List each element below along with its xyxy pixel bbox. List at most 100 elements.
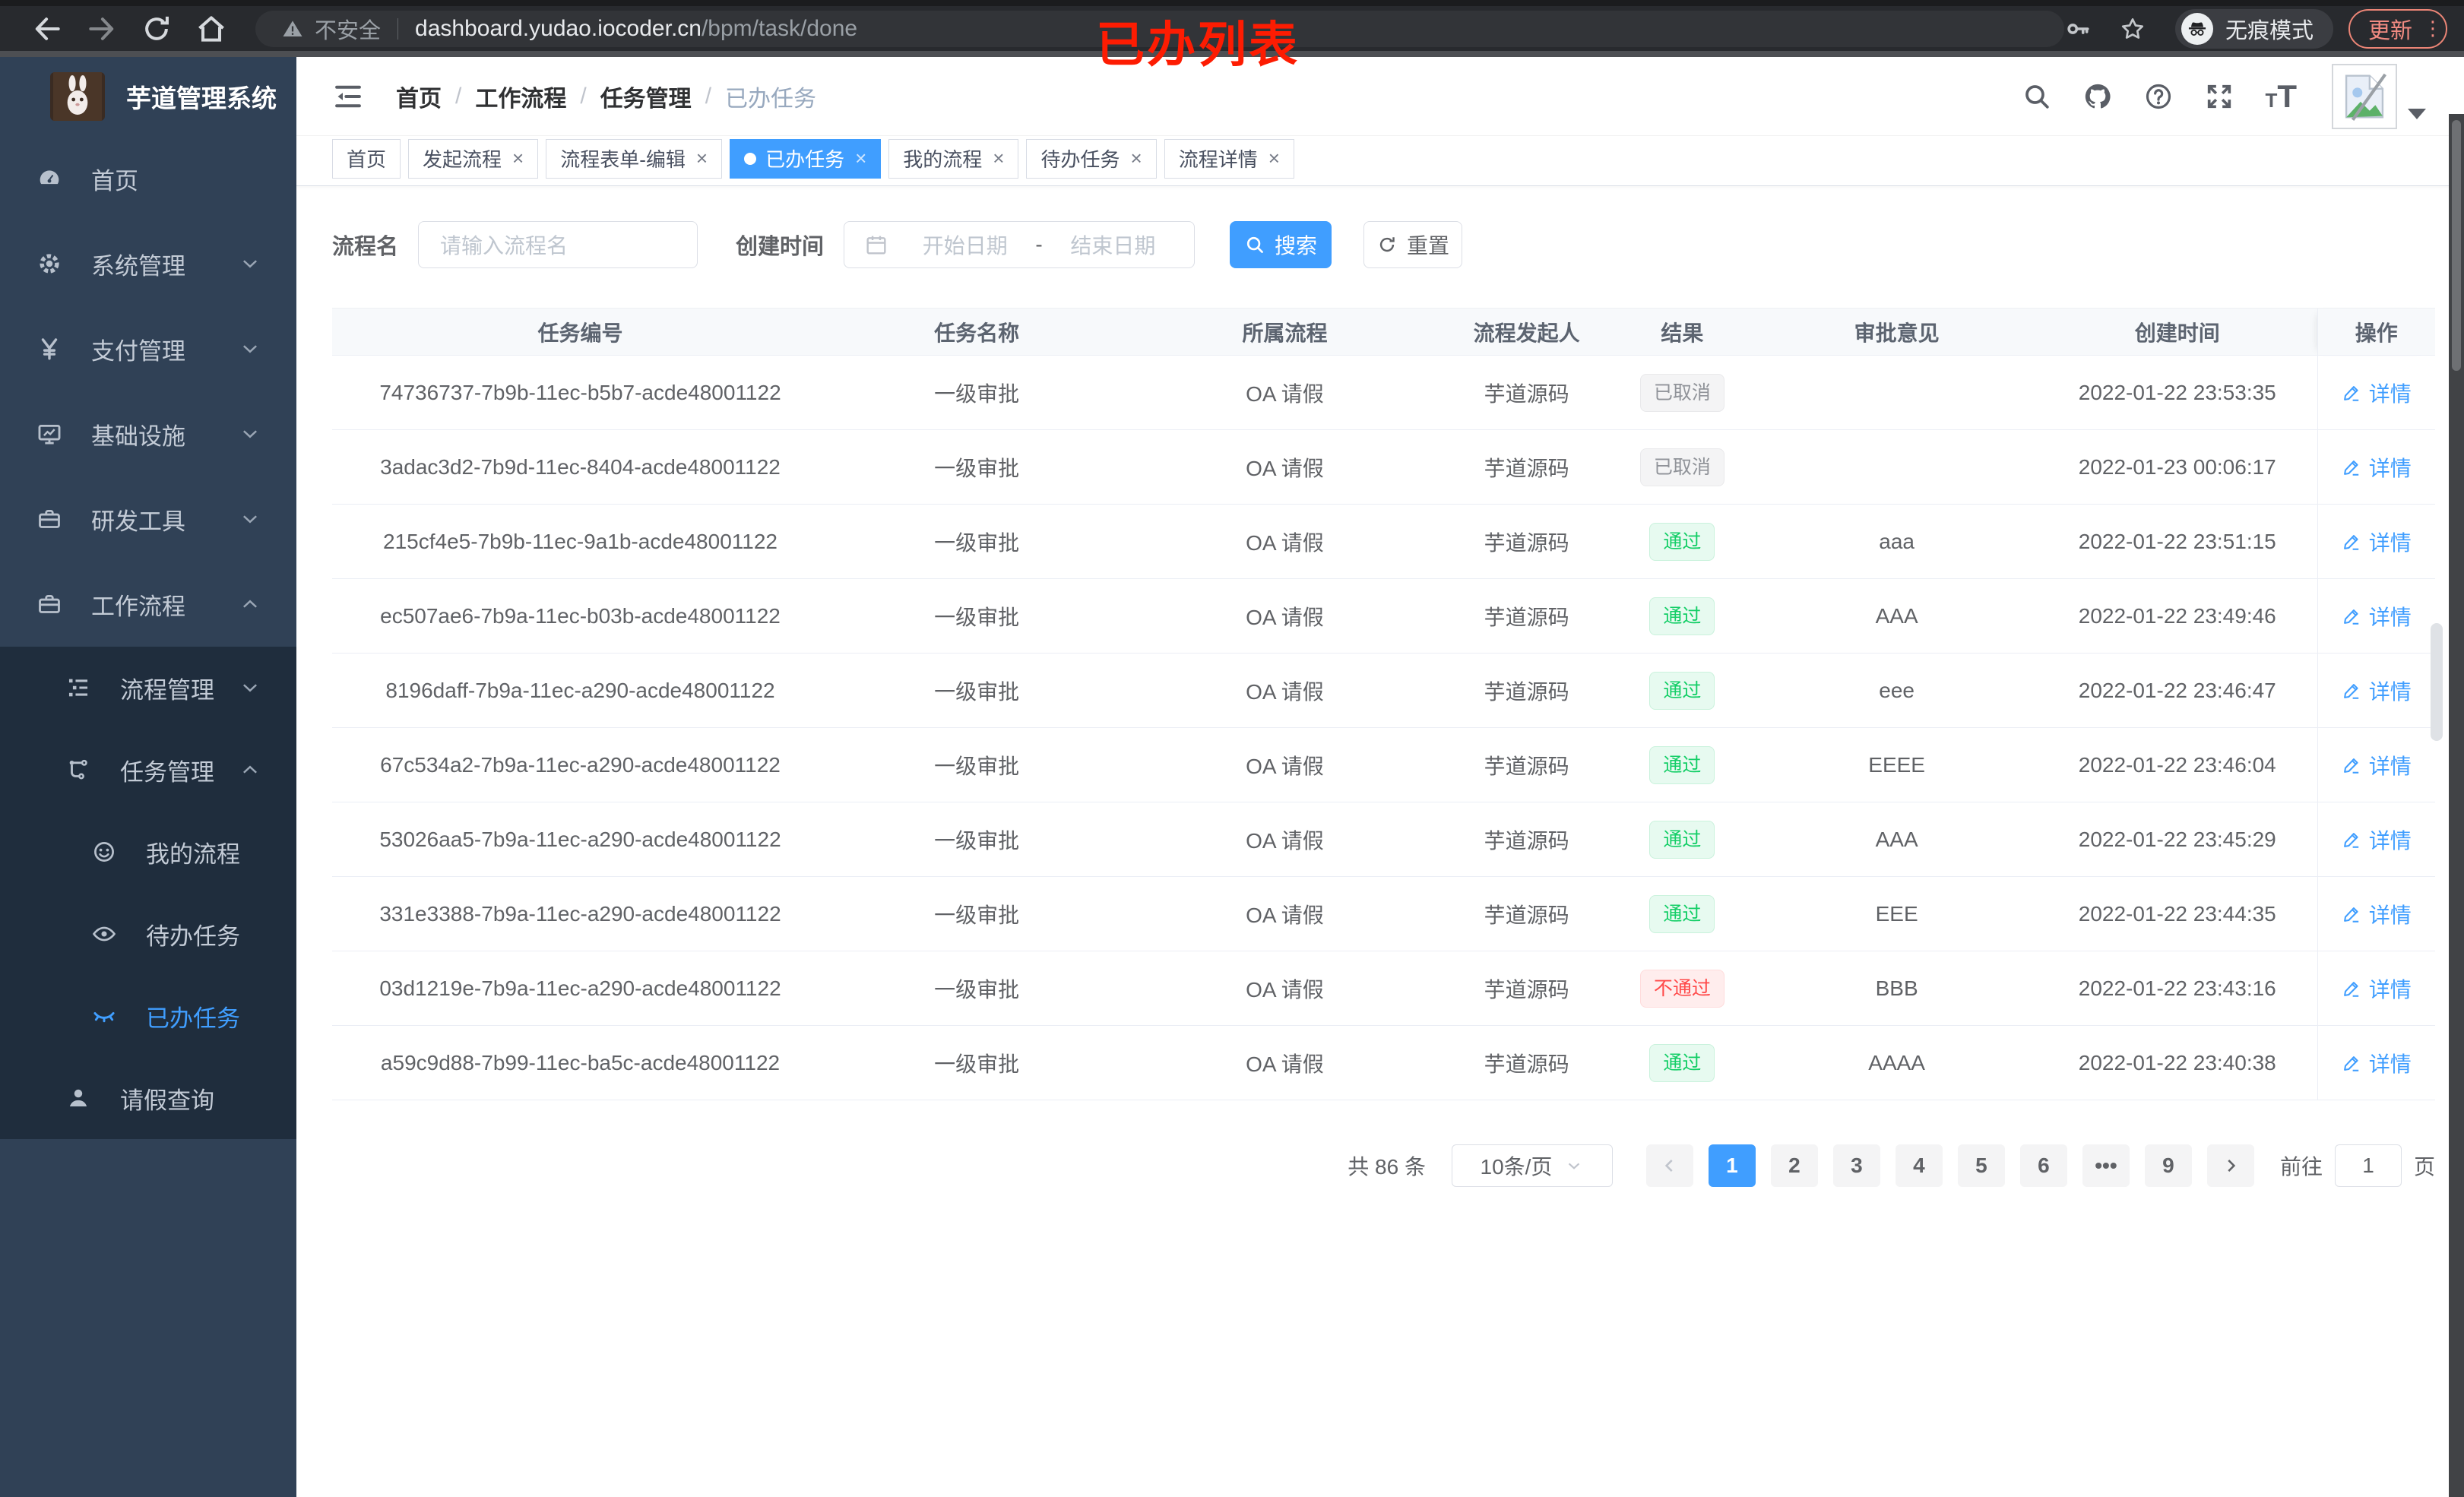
home-icon[interactable] <box>195 12 228 46</box>
help-icon[interactable] <box>2143 81 2174 112</box>
process-cell: OA 请假 <box>1125 876 1445 951</box>
breadcrumb-item[interactable]: 首页 <box>396 86 442 112</box>
result-badge: 通过 <box>1649 671 1715 710</box>
task-name-cell: 一级审批 <box>828 876 1126 951</box>
detail-link[interactable]: 详情 <box>2342 750 2412 780</box>
window-scrollbar[interactable] <box>2449 114 2464 1497</box>
detail-link[interactable]: 详情 <box>2342 378 2412 408</box>
fullscreen-icon[interactable] <box>2204 81 2234 112</box>
page-button-5[interactable]: 5 <box>1957 1144 2005 1187</box>
sidebar-item-workflow[interactable]: 工作流程 <box>0 562 296 647</box>
pagination-total: 共 86 条 <box>1348 1155 1426 1179</box>
detail-link[interactable]: 详情 <box>2342 1048 2412 1078</box>
sidebar-item-done-tasks[interactable]: 已办任务 <box>0 975 296 1057</box>
operation-cell: 详情 <box>2317 653 2435 728</box>
tab-todo-tasks[interactable]: 待办任务 × <box>1026 138 1157 179</box>
close-icon[interactable]: × <box>855 147 867 169</box>
tab-home[interactable]: 首页 <box>332 138 401 179</box>
chevron-down-icon <box>239 337 261 360</box>
process-name-label: 流程名 <box>332 235 399 259</box>
page-button-1[interactable]: 1 <box>1708 1144 1756 1187</box>
incognito-label: 无痕模式 <box>2225 18 2314 43</box>
sidebar-fold-icon[interactable] <box>332 81 364 112</box>
next-page-button[interactable] <box>2206 1144 2254 1187</box>
page-button-2[interactable]: 2 <box>1770 1144 1818 1187</box>
sidebar-item-todo-tasks[interactable]: 待办任务 <box>0 893 296 975</box>
reload-icon[interactable] <box>140 12 173 46</box>
sidebar-item-dev-tools[interactable]: 研发工具 <box>0 476 296 562</box>
security-warning-icon[interactable] <box>281 17 304 40</box>
briefcase-icon <box>36 506 62 532</box>
result-badge: 通过 <box>1649 597 1715 635</box>
detail-link[interactable]: 详情 <box>2342 527 2412 557</box>
sidebar-item-leave-query[interactable]: 请假查询 <box>0 1057 296 1139</box>
detail-link[interactable]: 详情 <box>2342 824 2412 855</box>
sidebar-item-process-mgmt[interactable]: 流程管理 <box>0 647 296 729</box>
close-icon[interactable]: × <box>993 147 1005 169</box>
search-icon[interactable] <box>2022 81 2052 112</box>
detail-link[interactable]: 详情 <box>2342 452 2412 483</box>
logo-row[interactable]: 芋道管理系统 <box>0 57 296 136</box>
page-button-4[interactable]: 4 <box>1895 1144 1943 1187</box>
table-row: a59c9d88-7b99-11ec-ba5c-acde48001122 一级审批… <box>332 1025 2435 1100</box>
detail-link[interactable]: 详情 <box>2342 899 2412 929</box>
page-button-6[interactable]: 6 <box>2019 1144 2067 1187</box>
sidebar-item-payment-mgmt[interactable]: 支付管理 <box>0 306 296 391</box>
page-size-select[interactable]: 10条/页 <box>1451 1144 1613 1187</box>
column-header: 所属流程 <box>1125 308 1445 356</box>
sidebar-item-label: 已办任务 <box>146 1005 240 1032</box>
sidebar-item-infrastructure[interactable]: 基础设施 <box>0 391 296 476</box>
close-icon[interactable]: × <box>512 147 524 169</box>
browser-menu-dots-icon[interactable]: ⋮ <box>2423 17 2443 40</box>
url-divider <box>397 17 399 40</box>
page-ellipsis[interactable]: ••• <box>2082 1144 2130 1187</box>
breadcrumb-item[interactable]: 任务管理 <box>600 86 692 112</box>
breadcrumb-item[interactable]: 工作流程 <box>475 86 567 112</box>
detail-link[interactable]: 详情 <box>2342 676 2412 706</box>
address-bar[interactable]: 不安全 dashboard.yudao.iocoder.cn/bpm/task/… <box>255 10 2064 47</box>
result-cell: 通过 <box>1608 578 1756 654</box>
inner-scrollbar-thumb[interactable] <box>2431 623 2443 741</box>
result-cell: 通过 <box>1608 727 1756 802</box>
reset-button[interactable]: 重置 <box>1363 221 1463 268</box>
window-scrollbar-thumb[interactable] <box>2452 120 2461 371</box>
avatar[interactable] <box>2332 63 2397 129</box>
github-icon[interactable] <box>2082 81 2113 112</box>
browser-update-button[interactable]: 更新 ⋮ <box>2348 8 2447 49</box>
tab-my-process[interactable]: 我的流程 × <box>888 138 1019 179</box>
process-name-input[interactable]: 请输入流程名 <box>418 221 698 268</box>
refresh-icon <box>1376 234 1398 255</box>
tab-initiate-process[interactable]: 发起流程 × <box>408 138 539 179</box>
created-time-cell: 2022-01-22 23:49:46 <box>2038 578 2317 654</box>
security-label[interactable]: 不安全 <box>315 18 382 43</box>
result-badge: 不通过 <box>1639 969 1724 1008</box>
sidebar-item-home[interactable]: 首页 <box>0 136 296 221</box>
tab-done-tasks[interactable]: 已办任务 × <box>730 138 882 179</box>
detail-link[interactable]: 详情 <box>2342 601 2412 631</box>
task-name-cell: 一级审批 <box>828 802 1126 877</box>
avatar-dropdown-caret-icon[interactable] <box>2408 108 2426 119</box>
page-button-3[interactable]: 3 <box>1832 1144 1880 1187</box>
password-key-icon[interactable] <box>2064 15 2092 43</box>
sidebar-item-task-mgmt[interactable]: 任务管理 <box>0 729 296 811</box>
goto-page-input[interactable] <box>2334 1144 2402 1187</box>
chevron-down-icon <box>1564 1156 1584 1176</box>
back-icon[interactable] <box>30 12 64 46</box>
close-icon[interactable]: × <box>1130 147 1142 169</box>
tab-process-detail[interactable]: 流程详情 × <box>1164 138 1294 179</box>
bookmark-star-icon[interactable] <box>2119 15 2146 43</box>
search-button-icon <box>1244 234 1265 255</box>
close-icon[interactable]: × <box>1268 147 1280 169</box>
tab-process-form-edit[interactable]: 流程表单-编辑 × <box>546 138 723 179</box>
sidebar-item-my-process[interactable]: 我的流程 <box>0 811 296 893</box>
search-button[interactable]: 搜索 <box>1230 221 1332 268</box>
created-time-cell: 2022-01-22 23:43:16 <box>2038 951 2317 1026</box>
forward-icon[interactable] <box>85 12 119 46</box>
sidebar-item-system-mgmt[interactable]: 系统管理 <box>0 221 296 306</box>
prev-page-button[interactable] <box>1645 1144 1693 1187</box>
close-icon[interactable]: × <box>695 147 708 169</box>
date-range-input[interactable]: 开始日期 - 结束日期 <box>844 221 1196 268</box>
page-button-9[interactable]: 9 <box>2144 1144 2192 1187</box>
detail-link[interactable]: 详情 <box>2342 973 2412 1004</box>
